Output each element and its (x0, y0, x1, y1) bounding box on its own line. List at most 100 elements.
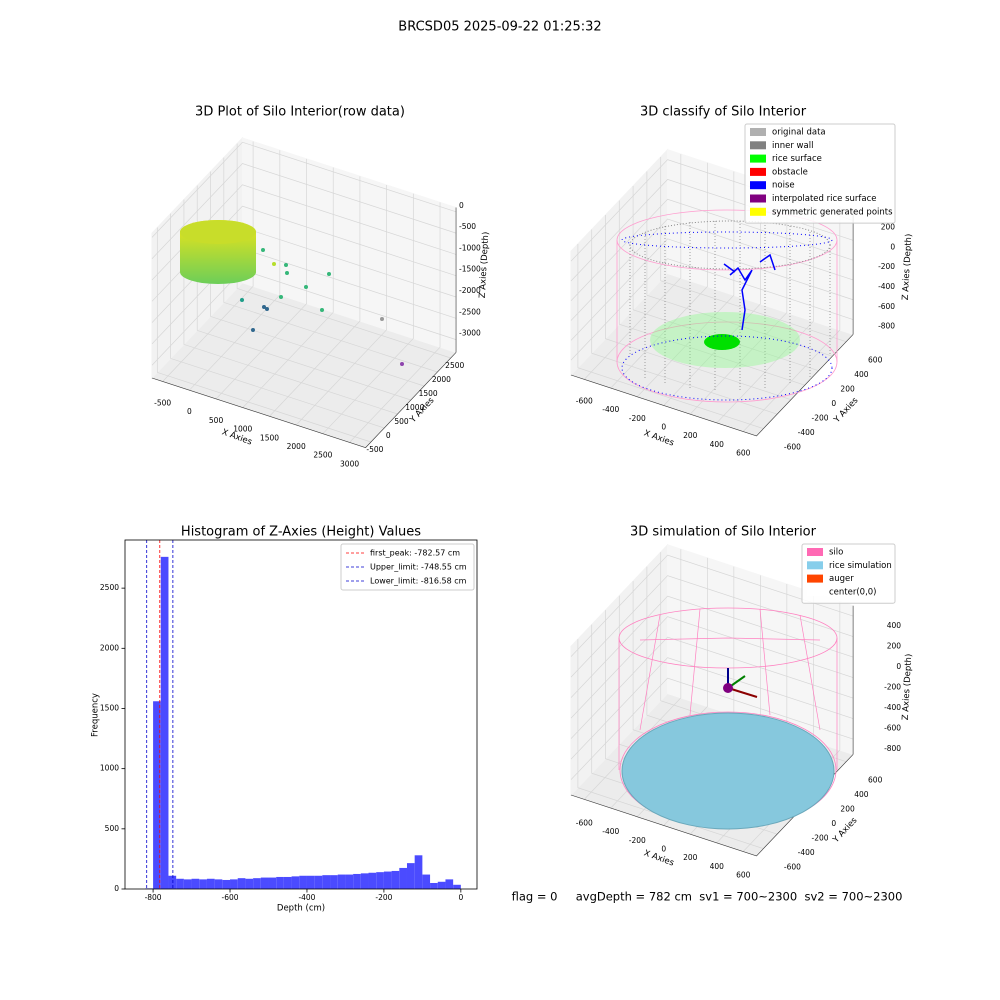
chart-title: Histogram of Z-Axies (Height) Values (181, 525, 421, 540)
z-tick-label: -600 (878, 302, 895, 311)
legend-swatch (807, 548, 823, 556)
grid-line (570, 554, 854, 657)
x-tick-label: 3000 (340, 459, 359, 468)
x-tick-label: 600 (736, 449, 751, 458)
grid-line (236, 143, 451, 359)
grid-line (570, 218, 854, 321)
x-tick-label: 0 (458, 893, 463, 902)
footer: flag = 0 avgDepth = 782 cm sv1 = 700~230… (512, 890, 903, 904)
grid-line (689, 188, 788, 415)
grid-line (570, 595, 854, 698)
y-tick-label: 2000 (100, 643, 119, 652)
decor-classify (616, 209, 838, 403)
grid-line (570, 575, 854, 678)
pink-wire (616, 240, 838, 362)
grid-line (162, 141, 254, 382)
z-tick-label: -2500 (459, 307, 481, 316)
x-tick-label: 1500 (260, 433, 279, 442)
y-axis-label: Frequency (91, 693, 101, 737)
x-tick-label: 0 (661, 422, 666, 431)
bar (268, 877, 277, 889)
x-tick-label: -400 (602, 827, 619, 836)
bar (445, 879, 454, 889)
x-tick-label: 200 (683, 853, 698, 862)
raw-cylinder-top (180, 220, 256, 244)
z-tick-label: -3000 (459, 329, 481, 338)
bar (414, 855, 423, 889)
bar (330, 875, 338, 889)
x-tick-label: 600 (736, 871, 751, 880)
bar (237, 878, 246, 889)
bar (360, 873, 369, 889)
auger-axis (727, 687, 758, 698)
x-axis-label: Depth (cm) (277, 904, 325, 914)
legend-swatch (807, 561, 823, 570)
legend-label: auger (829, 574, 854, 584)
grid-line (189, 150, 281, 391)
bar (306, 875, 315, 889)
figure-title: BRCSD05 2025-09-22 01:25:32 (398, 20, 601, 35)
bar (314, 875, 323, 889)
bar (245, 878, 254, 889)
bar (222, 879, 231, 889)
y-tick-label: 2500 (445, 361, 464, 370)
y-tick-label: 400 (854, 790, 869, 799)
y-tick-label: 600 (868, 776, 883, 785)
grid-line (151, 163, 457, 259)
raw-dots (240, 248, 404, 366)
bar (376, 872, 384, 889)
plot-frame (124, 539, 478, 890)
legend-label: original data (772, 128, 826, 138)
y-tick-label: 0 (114, 884, 119, 893)
grid-line (170, 213, 385, 429)
grid-line (570, 636, 854, 739)
x-tick-label: -200 (629, 836, 646, 845)
legend-swatch (750, 154, 766, 163)
z-tick-label: -400 (878, 282, 895, 291)
grid-line (577, 639, 764, 849)
grid-line (660, 157, 847, 342)
bar (453, 884, 461, 889)
z-tick-label: -200 (884, 683, 901, 692)
grid-line (632, 186, 819, 371)
x-tick-label: -600 (576, 818, 593, 827)
x-tick-label: 0 (661, 844, 666, 853)
bar (214, 879, 223, 889)
z-tick-label: -400 (884, 703, 901, 712)
y-tick-label: 1500 (419, 389, 438, 398)
legend-swatch (750, 194, 766, 203)
grid-line (295, 184, 387, 426)
y-tick-label: -400 (798, 428, 815, 437)
grid-line (618, 200, 805, 386)
x-tick-label: -800 (145, 893, 162, 902)
bar (199, 879, 207, 889)
x-tick-label: -200 (629, 414, 646, 423)
z-tick-label: 200 (887, 642, 902, 651)
axis-line (151, 207, 457, 448)
legend-label: Upper_limit: -748.55 cm (370, 563, 467, 572)
bar (422, 874, 431, 889)
grid-line (151, 141, 457, 238)
axis-line (570, 210, 854, 437)
bar (260, 877, 269, 889)
bar (337, 874, 346, 889)
y-tick-label: -200 (811, 834, 828, 843)
x-tick-label: 1000 (233, 425, 252, 434)
y-tick-label: -400 (798, 848, 815, 857)
legend-swatch (807, 574, 823, 583)
axis-label: Z Axies (Depth) (901, 653, 914, 720)
grid-line (215, 158, 307, 400)
bar (391, 870, 400, 889)
x-tick-label: -400 (602, 405, 619, 414)
z-tick-label: -200 (878, 262, 895, 271)
bar (153, 701, 161, 889)
y-tick-label: -200 (811, 414, 828, 423)
legend-swatch (750, 207, 766, 216)
silo-wire (618, 608, 838, 770)
x-tick-label: -600 (222, 893, 239, 902)
x-tick-label: 400 (710, 440, 725, 449)
x-tick-label: -200 (375, 893, 392, 902)
legend-swatch (750, 181, 766, 190)
z-tick-label: -600 (884, 724, 901, 733)
